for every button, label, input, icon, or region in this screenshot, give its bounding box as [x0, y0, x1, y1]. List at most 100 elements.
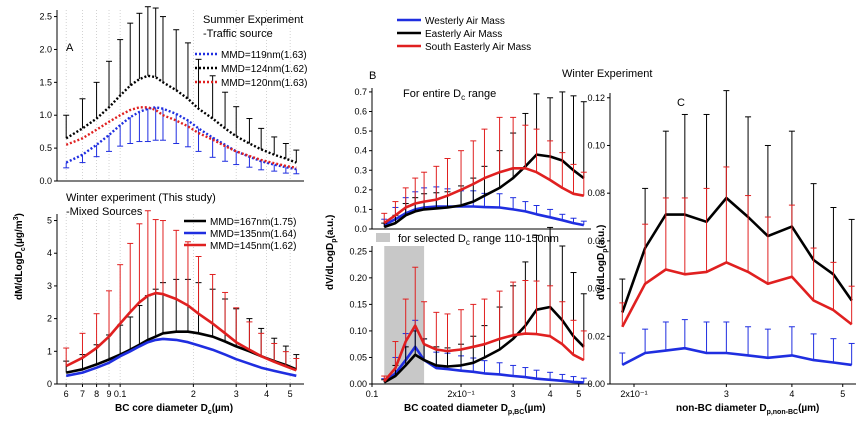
x-tick-label: 3	[511, 389, 516, 399]
x-tick-label: 3	[724, 389, 729, 399]
b-y-axis-label: dV/dLogDp(a.u.)	[325, 215, 338, 290]
series-westerly-air-mass	[381, 186, 587, 227]
legend-label: MMD=119nm(1.63)	[221, 50, 307, 61]
x-tick-label: 7	[80, 389, 85, 399]
y-tick-label: 4	[47, 248, 52, 258]
x-tick-label: 5	[840, 389, 845, 399]
a-x-axis-label: BC core diameter Dc(µm)	[115, 403, 233, 416]
c-x-axis-label: non-BC diameter Dp,non-BC(µm)	[676, 403, 819, 416]
panel-b-label: B	[369, 70, 376, 82]
series-line	[383, 205, 585, 227]
legend-label: South Easterly Air Mass	[425, 42, 531, 53]
y-tick-label: 0	[47, 379, 52, 389]
panel-a-top: 0.0 0.5 1.0 1.5 2.0 2.5	[39, 6, 304, 186]
x-tick-label: 0.1	[366, 389, 379, 399]
panel-c: 0.00 0.02 0.04 0.06 0.08 0.10 0.12 2x10⁻¹ 3 4 5	[587, 90, 856, 399]
legend-label: MMD=124nm(1.62)	[221, 64, 307, 75]
series-westerly-air-mass	[619, 319, 855, 367]
legend-summer: MMD=119nm(1.63) MMD=124nm(1.62) MMD=120nm(…	[195, 50, 307, 89]
x-tick-label: 2	[191, 389, 196, 399]
series-easterly-air-mass	[381, 91, 587, 229]
summer-title: Summer Experiment	[203, 14, 303, 26]
y-tick-label: 0.00	[349, 379, 367, 389]
y-tick-label: 1	[47, 346, 52, 356]
y-tick-label: 0.12	[587, 93, 605, 103]
panel-b-top: 0.0 0.1 0.2 0.3 0.4 0.5 0.6 0.7	[354, 87, 591, 234]
series-line	[383, 305, 585, 384]
selected-range-note: for selected Dc range 110-150nm	[398, 233, 559, 247]
winter-experiment-label: Winter Experiment	[562, 68, 652, 80]
x-tick-label: 5	[288, 389, 293, 399]
y-tick-label: 0.3	[354, 165, 367, 175]
x-tick-label: 2x10⁻¹	[447, 389, 474, 399]
series-line	[621, 196, 853, 313]
y-tick-label: 0.10	[349, 326, 367, 336]
x-tick-label: 3	[234, 389, 239, 399]
c-y-axis-label: dV/dLogDp(a.u.)	[596, 225, 609, 300]
series-line	[383, 345, 584, 384]
y-tick-label: 3	[47, 281, 52, 291]
x-tick-label: 5	[576, 389, 581, 399]
y-tick-label: 0.2	[354, 185, 367, 195]
y-tick-label: 0.08	[587, 188, 605, 198]
series-mmd-135nm-1-64-	[65, 337, 297, 378]
summer-subtitle: -Traffic source	[203, 28, 273, 40]
panel-a-bottom: 0 1 2 3 4 5 6 7 8 9 0.1 2 3 4 5	[47, 210, 304, 399]
y-tick-label: 1.5	[39, 77, 52, 87]
series-line	[65, 106, 297, 169]
x-tick-label: 4	[264, 389, 269, 399]
y-tick-label: 2.0	[39, 44, 52, 54]
y-tick-label: 2	[47, 314, 52, 324]
legend-label: MMD=145nm(1.62)	[210, 241, 296, 252]
series-mmd-124nm-1-62-	[63, 6, 300, 164]
y-tick-label: 0.1	[354, 204, 367, 214]
y-tick-label: 0.15	[349, 299, 367, 309]
y-tick-label: 1.0	[39, 110, 52, 120]
shaded-legend-swatch	[376, 233, 390, 242]
series-mmd-119nm-1-63-	[63, 106, 300, 175]
legend-label: MMD=167nm(1.75)	[210, 217, 296, 228]
legend-winter: MMD=167nm(1.75)MMD=135nm(1.64)MMD=145nm(…	[184, 217, 296, 252]
x-tick-label: 2x10⁻¹	[620, 389, 647, 399]
x-tick-label: 4	[548, 389, 553, 399]
series-south-easterly-air-mass	[381, 266, 587, 383]
y-tick-label: 0.0	[39, 176, 52, 186]
panel-a-label: A	[66, 42, 74, 54]
legend-label: Easterly Air Mass	[425, 29, 502, 40]
y-tick-label: 0.00	[587, 379, 605, 389]
series-line	[383, 324, 585, 383]
series-south-easterly-air-mass	[619, 166, 855, 328]
y-tick-label: 0.6	[354, 107, 367, 117]
x-tick-label: 0.1	[114, 389, 127, 399]
a-y-axis-label: dM/dLogDc(µg/m3)	[13, 213, 27, 300]
series-line	[621, 261, 853, 328]
series-south-easterly-air-mass	[381, 116, 587, 225]
series-line	[383, 153, 585, 229]
y-tick-label: 0.20	[349, 273, 367, 283]
series-line	[65, 291, 297, 372]
panel-b-bottom: 0.00 0.05 0.10 0.15 0.20 0.25 0.1 2x10⁻¹ 3 4 5	[349, 226, 591, 399]
y-tick-label: 0.02	[587, 331, 605, 341]
y-tick-label: 2.5	[39, 12, 52, 22]
series-mmd-145nm-1-62-	[63, 210, 300, 372]
series-line	[621, 346, 852, 367]
y-tick-label: 0.0	[354, 224, 367, 234]
series-mmd-120nm-1-63-	[65, 106, 297, 169]
y-tick-label: 0.25	[349, 246, 367, 256]
series-easterly-air-mass	[619, 90, 855, 313]
legend-label: MMD=120nm(1.63)	[221, 78, 307, 89]
legend-air-mass: Westerly Air Mass Easterly Air Mass South …	[397, 16, 531, 53]
y-tick-label: 0.05	[349, 352, 367, 362]
y-tick-label: 0.04	[587, 284, 605, 294]
y-tick-label: 0.4	[354, 146, 367, 156]
b-x-axis-label: BC coated diameter Dp,BC(µm)	[404, 403, 546, 416]
series-line	[65, 337, 297, 378]
legend-label: Westerly Air Mass	[425, 16, 505, 27]
winter-subtitle: -Mixed Sources	[66, 206, 143, 218]
series-line	[383, 167, 585, 225]
x-tick-label: 4	[789, 389, 794, 399]
legend-label: MMD=135nm(1.64)	[210, 229, 296, 240]
winter-title: Winter experiment (This study)	[66, 192, 216, 204]
y-tick-label: 0.7	[354, 87, 367, 97]
